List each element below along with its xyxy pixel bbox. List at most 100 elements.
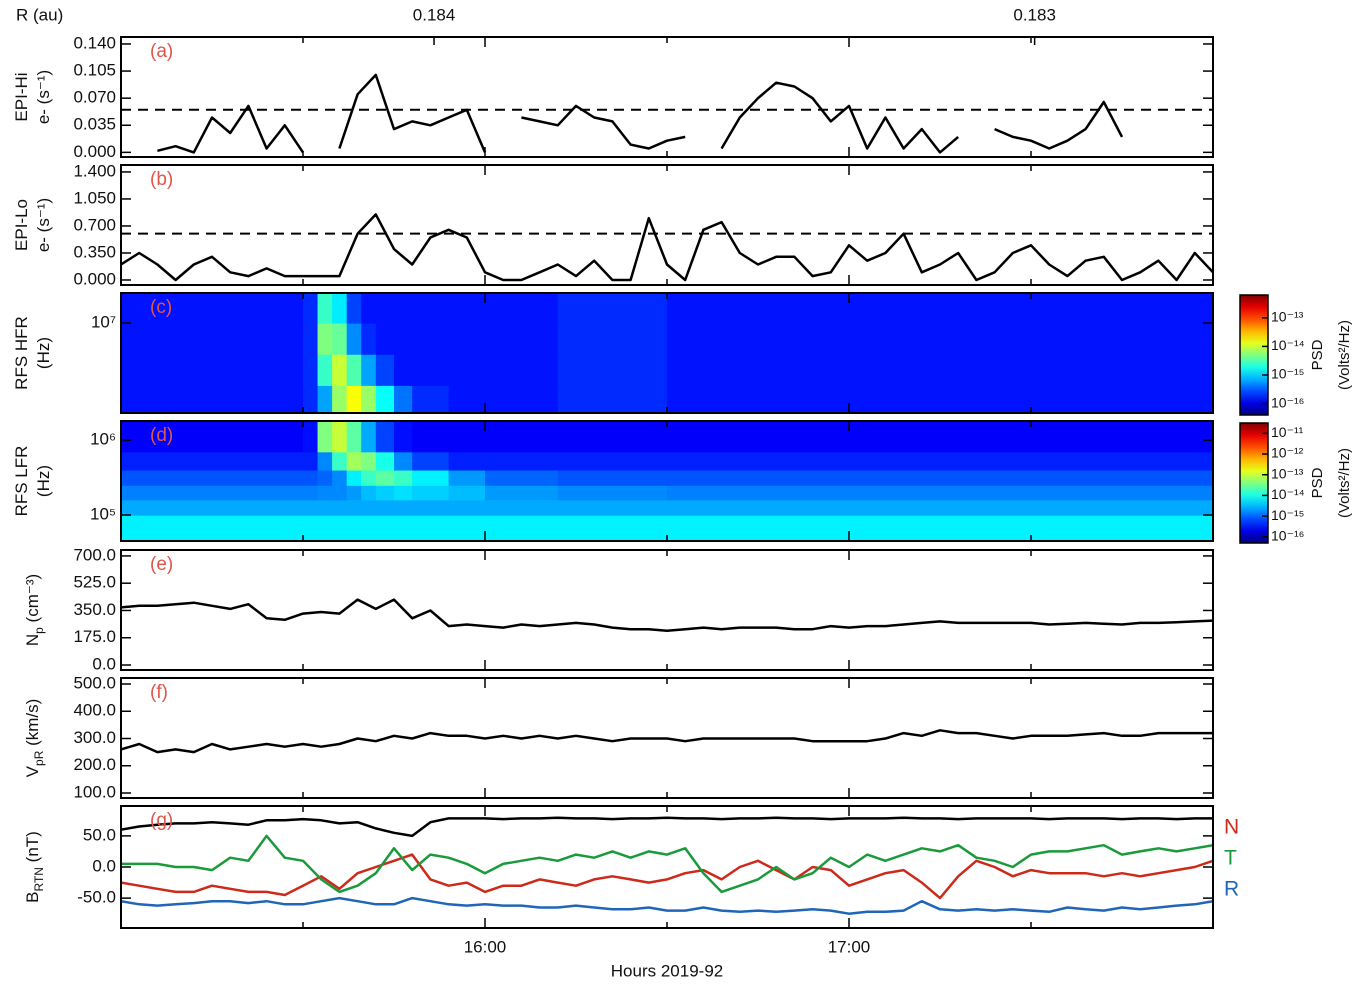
spectrogram-cell bbox=[557, 469, 668, 486]
spectrogram-cell bbox=[121, 499, 304, 516]
spectrogram-cell bbox=[412, 469, 450, 486]
spectrogram-cell bbox=[332, 469, 348, 486]
spectrogram-cell bbox=[361, 485, 377, 501]
spectrogram-cell bbox=[375, 485, 395, 501]
panel-letter: (d) bbox=[150, 425, 173, 446]
spectrogram-cell bbox=[412, 515, 450, 541]
y-tick-label: 10⁷ bbox=[91, 312, 116, 331]
y-axis-label-part: e- (s⁻¹) bbox=[34, 198, 53, 252]
spectrogram-cell bbox=[332, 354, 348, 386]
spectrogram-cell bbox=[361, 469, 377, 486]
spectrogram-cell bbox=[1031, 451, 1213, 471]
panel-frame bbox=[120, 36, 1214, 158]
spectrogram-cell bbox=[412, 421, 450, 453]
spectrogram-cell bbox=[303, 323, 319, 355]
spectrogram-cell bbox=[557, 451, 668, 471]
panel-letter: (b) bbox=[150, 169, 173, 190]
spectrogram-cell bbox=[448, 515, 486, 541]
spectrogram-cell bbox=[849, 499, 1032, 516]
spectrogram-cell bbox=[485, 293, 559, 324]
y-axis-label: e- (s⁻¹) bbox=[34, 198, 53, 252]
spectrogram-cell bbox=[317, 354, 333, 386]
y-tick-label: 175.0 bbox=[73, 627, 116, 646]
spectrogram-cell bbox=[1031, 469, 1213, 486]
spectrogram-cell bbox=[121, 469, 304, 486]
y-tick-label: 0.700 bbox=[73, 215, 116, 234]
spectrogram-cell bbox=[667, 354, 850, 386]
y-axis-label-part: (Hz) bbox=[34, 337, 53, 369]
colorbar-label: PSD bbox=[1309, 339, 1326, 370]
panel-plot bbox=[121, 598, 1213, 632]
colorbar-label: PSD bbox=[1309, 467, 1326, 498]
spectrogram-cell bbox=[667, 385, 850, 413]
panel-letter: (f) bbox=[150, 682, 168, 703]
spectrogram-cell bbox=[394, 293, 413, 324]
panel-plot bbox=[121, 75, 1213, 152]
spectrogram-cell bbox=[1031, 515, 1213, 541]
spectrogram-cell bbox=[485, 385, 559, 413]
panel-letter: (c) bbox=[150, 297, 172, 318]
spectrogram-cell bbox=[317, 469, 333, 486]
spectrogram-cell bbox=[394, 323, 413, 355]
spectrogram-cell bbox=[485, 499, 559, 516]
colorbar-tick-label: 10⁻¹⁴ bbox=[1271, 337, 1305, 353]
spectrogram-cell bbox=[361, 354, 377, 386]
spectrogram-cell bbox=[303, 421, 319, 453]
spectrogram-cell bbox=[317, 451, 333, 471]
spectrogram-cell bbox=[667, 293, 850, 324]
y-axis-label: RFS LFR bbox=[12, 446, 31, 517]
y-axis-label-part: (nT) bbox=[23, 831, 42, 867]
colorbar-label: (Volts²/Hz) bbox=[1336, 448, 1353, 518]
top-tick-label: 0.183 bbox=[1013, 5, 1056, 24]
spectrogram-cell bbox=[303, 451, 319, 471]
y-axis-label-part: EPI-Lo bbox=[12, 199, 31, 251]
spectrogram-cell bbox=[849, 485, 1032, 501]
spectrogram-cell bbox=[849, 385, 1032, 413]
spectrogram-cell bbox=[394, 385, 413, 413]
y-axis-label-part: B bbox=[23, 892, 42, 903]
spectrogram-cell bbox=[394, 354, 413, 386]
legend-entry: T bbox=[1224, 847, 1237, 870]
y-tick-label: 400.0 bbox=[73, 701, 116, 720]
y-tick-label: 0.0 bbox=[92, 654, 116, 673]
panel-plot bbox=[121, 816, 1213, 915]
y-axis-label: VpR (km/s) bbox=[23, 699, 46, 778]
colorbar bbox=[1239, 294, 1269, 416]
y-tick-label: 350.0 bbox=[73, 600, 116, 619]
y-axis-label-part: p bbox=[32, 627, 46, 634]
spectrogram-cell bbox=[121, 421, 304, 453]
y-axis-label: RFS HFR bbox=[12, 316, 31, 390]
y-axis-label-part: (cm⁻³) bbox=[23, 574, 42, 627]
spectrogram-cell bbox=[412, 293, 450, 324]
spectrogram-cell bbox=[361, 293, 377, 324]
colorbar-tick-label: 10⁻¹⁶ bbox=[1271, 394, 1304, 410]
spectrogram-cell bbox=[332, 385, 348, 413]
colorbar bbox=[1239, 422, 1269, 544]
spectrogram-cell bbox=[121, 485, 304, 501]
spectrogram-cell bbox=[849, 515, 1032, 541]
y-axis-label: EPI-Lo bbox=[12, 199, 31, 251]
spectrogram-cell bbox=[317, 421, 333, 453]
y-axis-label-part: RFS HFR bbox=[12, 316, 31, 390]
spectrogram-cell bbox=[412, 451, 450, 471]
spectrogram-cell bbox=[303, 385, 319, 413]
x-axis-title: Hours 2019-92 bbox=[611, 961, 723, 980]
colorbar-tick-label: 10⁻¹³ bbox=[1271, 465, 1304, 481]
y-tick-label: 10⁶ bbox=[90, 430, 116, 449]
data-line bbox=[121, 853, 1213, 900]
spectrogram-cell bbox=[346, 499, 362, 516]
spectrogram-cell bbox=[317, 385, 333, 413]
y-tick-label: 300.0 bbox=[73, 728, 116, 747]
spectrogram-cell bbox=[412, 485, 450, 501]
y-axis-label-part: (km/s) bbox=[23, 699, 42, 751]
y-tick-label: 1.050 bbox=[73, 188, 116, 207]
spectrogram-cell bbox=[412, 385, 450, 413]
panel-letter: (e) bbox=[150, 554, 173, 575]
spectrogram-cell bbox=[121, 385, 304, 413]
x-tick-label: 17:00 bbox=[828, 937, 871, 956]
y-axis-label: e- (s⁻¹) bbox=[34, 70, 53, 124]
y-axis-label-part: e- (s⁻¹) bbox=[34, 70, 53, 124]
spectrogram-cell bbox=[448, 293, 486, 324]
spectrogram-cell bbox=[346, 485, 362, 501]
spectrogram-cell bbox=[375, 499, 395, 516]
